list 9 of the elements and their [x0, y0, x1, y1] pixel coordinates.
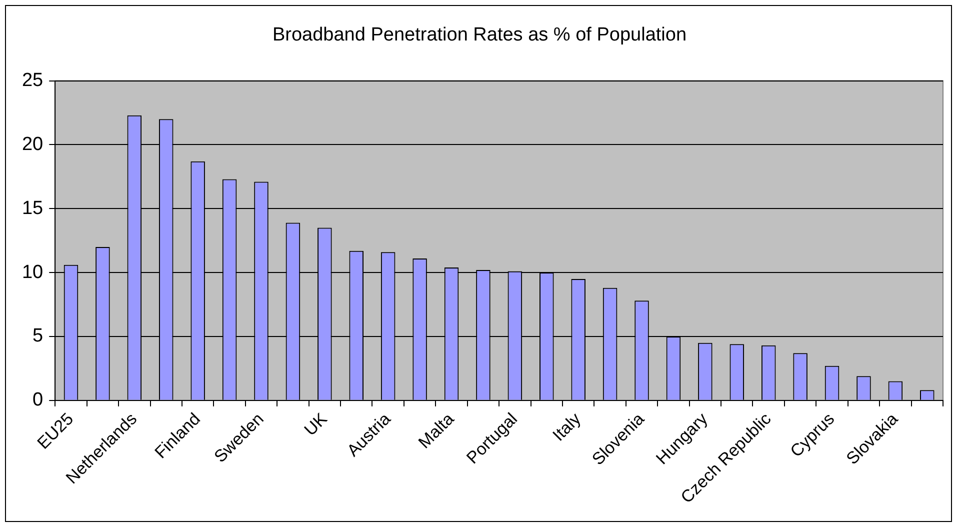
- chart-title: Broadband Penetration Rates as % of Population: [272, 24, 687, 46]
- x-tick-label: UK: [300, 408, 332, 440]
- y-tick-label: 25: [22, 70, 44, 92]
- x-tick-label: Italy: [548, 408, 585, 445]
- y-tick-label: 15: [22, 198, 44, 219]
- y-tick-label: 0: [32, 390, 44, 411]
- y-tick-label: 10: [22, 262, 44, 283]
- y-tick-label: 20: [22, 134, 44, 155]
- y-tick-label: 5: [32, 326, 44, 347]
